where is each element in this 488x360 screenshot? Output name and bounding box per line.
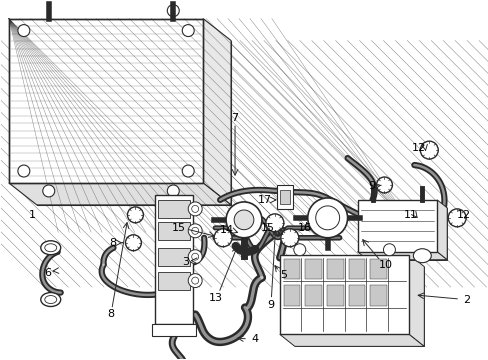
Circle shape [18,165,30,177]
Bar [279,190,289,204]
Circle shape [125,235,141,251]
Circle shape [447,209,465,227]
Circle shape [280,229,298,247]
Text: 8: 8 [109,238,116,248]
Circle shape [188,224,202,238]
Ellipse shape [41,241,61,255]
Bar [348,285,365,306]
Polygon shape [408,255,424,346]
Circle shape [376,177,392,193]
Text: 2: 2 [463,294,470,305]
Circle shape [42,185,55,197]
Circle shape [188,274,202,288]
Circle shape [182,165,194,177]
Circle shape [307,198,347,238]
Text: 15: 15 [261,223,274,233]
Polygon shape [9,183,230,205]
Bar [305,285,322,306]
Bar [326,285,343,306]
Text: 9: 9 [367,181,374,191]
Polygon shape [203,19,230,205]
Text: 4: 4 [251,334,258,345]
Circle shape [167,5,179,17]
Bar [348,259,365,279]
Circle shape [188,250,202,264]
Bar [158,222,190,240]
Ellipse shape [41,293,61,306]
Text: 1: 1 [29,210,36,220]
Circle shape [420,141,437,159]
Text: 12: 12 [456,210,470,220]
Bar [305,259,322,279]
Bar [283,259,300,279]
Circle shape [182,24,194,37]
Polygon shape [436,200,447,260]
Bar [369,259,386,279]
Text: 3: 3 [182,257,188,267]
Bar [357,200,436,252]
Text: 9: 9 [267,300,274,310]
Circle shape [293,244,305,256]
Bar [158,200,190,218]
Circle shape [265,214,283,232]
Bar [9,19,203,183]
Bar [158,248,190,266]
Text: 17: 17 [257,195,271,205]
Circle shape [383,244,395,256]
Circle shape [225,202,262,238]
Bar [276,185,292,209]
Circle shape [127,207,143,223]
Text: 7: 7 [231,113,238,123]
Circle shape [18,24,30,37]
Bar [158,272,190,289]
Polygon shape [367,208,447,260]
Bar [152,324,196,336]
Bar [279,255,408,334]
Bar [326,259,343,279]
Text: 8: 8 [107,310,114,319]
Text: 15: 15 [172,223,186,233]
Text: 5: 5 [280,270,287,280]
Polygon shape [279,334,424,346]
Circle shape [234,210,253,230]
Bar [369,285,386,306]
Bar [155,195,193,324]
Bar [9,19,203,183]
Text: 11: 11 [403,210,416,220]
Circle shape [167,185,179,197]
Bar [283,285,300,306]
Text: 12: 12 [411,143,426,153]
Ellipse shape [412,249,430,263]
Polygon shape [294,267,424,346]
Text: 6: 6 [44,267,51,278]
Circle shape [214,229,232,247]
Polygon shape [37,41,230,205]
Circle shape [188,202,202,216]
Text: 14: 14 [220,225,234,235]
Polygon shape [357,252,447,260]
Text: 10: 10 [378,260,392,270]
Text: 16: 16 [297,223,311,233]
Text: 13: 13 [209,293,223,302]
